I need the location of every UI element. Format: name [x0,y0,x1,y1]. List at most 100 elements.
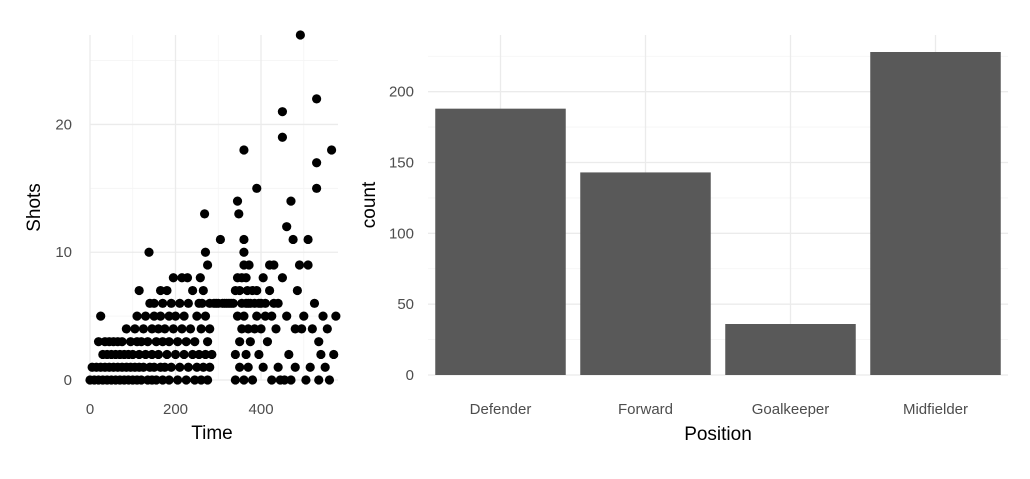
data-point [309,298,320,308]
data-point [155,311,166,321]
data-point [241,349,251,360]
data-point [168,324,178,334]
data-point [271,324,281,334]
data-point [144,247,154,257]
data-point [162,285,172,296]
data-point [288,234,298,245]
data-point [241,273,251,283]
data-point [126,337,136,347]
bars [435,52,1001,376]
bar-x-axis-title: Position [684,424,752,445]
data-point [147,349,157,360]
data-point [192,362,202,372]
data-point [175,362,185,372]
data-point [151,337,161,347]
data-point [312,94,322,104]
data-point [297,324,307,334]
data-point [138,324,149,334]
data-point [254,349,264,360]
data-point [237,324,247,334]
data-point [312,183,322,193]
y-tick-label: 100 [389,225,414,242]
data-point [151,375,161,385]
data-point [286,375,296,385]
x-tick-label: Goalkeeper [752,401,830,418]
data-point [147,324,157,334]
data-point [192,311,202,321]
data-point [200,349,211,360]
data-point [143,337,153,347]
data-point [179,349,189,360]
data-point [155,285,166,296]
y-tick-label: 10 [55,244,72,261]
data-point [258,273,268,283]
y-tick-label: 50 [397,296,414,313]
data-point [149,298,159,308]
data-point [158,337,168,347]
data-point [295,30,305,40]
data-point [181,337,191,347]
data-point [277,132,288,142]
x-tick-label: 0 [86,401,94,418]
data-point [239,145,249,155]
data-point [158,375,168,385]
data-point [179,311,189,321]
data-point [205,324,215,334]
data-point [239,247,249,257]
data-point [314,375,324,385]
data-point [292,285,302,296]
data-point [173,375,183,385]
data-point [197,298,207,308]
data-point [188,349,198,360]
scatter-panel: 0 200 400 0 10 20 Time Shots [24,30,341,444]
y-tick-label: 200 [389,84,414,101]
data-point [202,337,213,347]
data-point [264,285,275,296]
data-point [190,337,200,347]
data-point [286,196,296,206]
data-point [121,324,131,334]
data-point [307,324,317,334]
data-point [198,285,208,296]
data-point [232,196,243,206]
data-point [117,337,127,347]
data-point [245,337,255,347]
x-tick-label: Midfielder [903,401,968,418]
x-tick-label: Defender [470,401,532,418]
data-point [228,298,238,308]
data-point [294,260,305,270]
data-point [162,349,172,360]
data-point [243,362,253,372]
data-point [277,273,288,283]
bar-x-tick-labels: Defender Forward Goalkeeper Midfielder [470,401,968,418]
data-point [164,337,174,347]
data-point [232,311,243,321]
bar-y-tick-labels: 0 50 100 150 200 [389,84,414,384]
data-point [239,234,249,245]
data-point [260,298,270,308]
y-tick-label: 0 [64,372,72,389]
data-point [215,234,226,245]
data-point [140,311,151,321]
data-point [195,273,205,283]
data-point [190,375,200,385]
data-point [312,158,322,168]
data-point [252,183,262,193]
data-point [250,324,260,334]
data-point [200,247,211,257]
data-point [132,311,142,321]
data-point [202,375,213,385]
data-point [160,362,170,372]
data-point [273,362,283,372]
data-point [243,324,253,334]
scatter-gridlines [89,35,338,381]
data-point [205,362,215,372]
data-point [149,311,159,321]
data-point [202,260,213,270]
data-point [96,311,106,321]
x-tick-label: 200 [163,401,188,418]
data-point [168,273,178,283]
data-point [282,222,292,232]
data-point [138,362,149,372]
